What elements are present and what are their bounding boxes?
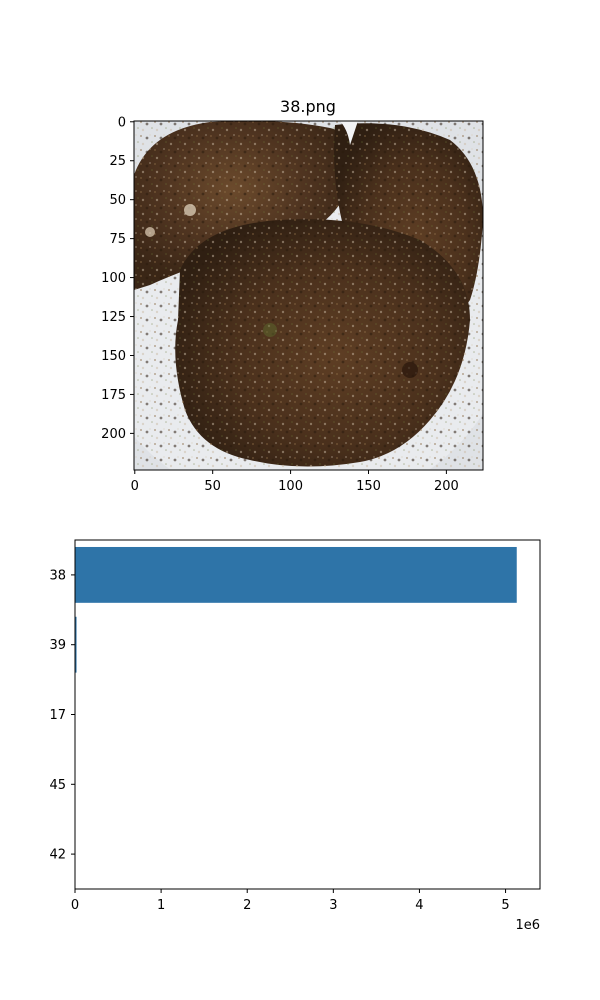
bar-x-tick-label: 2 (243, 898, 251, 913)
food-photo (134, 121, 483, 470)
bar-category-label: 17 (49, 708, 66, 723)
x-offset-label: 1e6 (515, 918, 540, 933)
image-y-tick-label: 150 (101, 349, 126, 364)
bar-39 (75, 616, 77, 673)
bar-38 (75, 546, 517, 603)
bar-x-ticks: 0 1 2 3 4 5 (71, 889, 510, 913)
image-y-ticks: 0 25 50 75 100 125 150 175 200 (101, 115, 134, 442)
image-y-tick-label: 0 (118, 115, 126, 130)
image-y-tick-label: 175 (101, 388, 126, 403)
bar-y-ticks: 38 39 17 45 42 (49, 568, 75, 863)
bar-x-tick-label: 4 (415, 898, 423, 913)
bar-x-tick-label: 5 (501, 898, 509, 913)
image-x-ticks: 0 50 100 150 200 (131, 470, 459, 494)
image-y-tick-label: 25 (109, 154, 126, 169)
bar-x-tick-label: 1 (157, 898, 165, 913)
bar-category-label: 42 (49, 848, 66, 863)
image-title: 38.png (280, 97, 336, 116)
image-y-tick-label: 50 (109, 193, 126, 208)
image-axes-frame (133, 120, 484, 471)
bars (75, 546, 517, 673)
image-y-tick-label: 100 (101, 271, 126, 286)
bar-category-label: 45 (49, 778, 66, 793)
image-y-tick-label: 200 (101, 427, 126, 442)
image-y-tick-label: 125 (101, 310, 126, 325)
image-x-tick-label: 0 (131, 479, 139, 494)
bar-category-label: 39 (49, 638, 66, 653)
bar-category-label: 38 (49, 568, 66, 583)
image-x-tick-label: 100 (278, 479, 303, 494)
image-panel: 38.png (101, 97, 484, 494)
bar-x-tick-label: 0 (71, 898, 79, 913)
image-x-tick-label: 200 (434, 479, 459, 494)
image-y-tick-label: 75 (109, 232, 126, 247)
image-x-tick-label: 50 (204, 479, 221, 494)
image-x-tick-label: 150 (356, 479, 381, 494)
bar-x-tick-label: 3 (329, 898, 337, 913)
